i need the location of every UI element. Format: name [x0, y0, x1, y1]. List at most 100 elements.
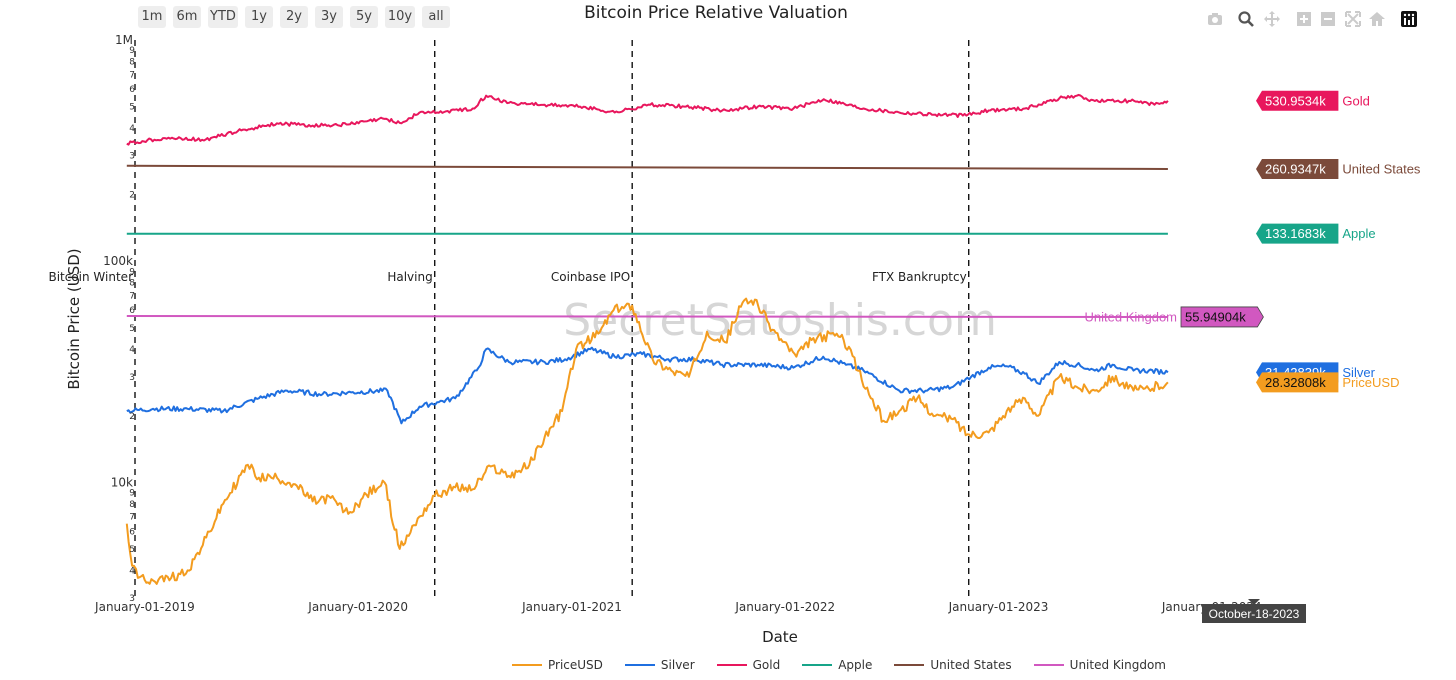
- end-label-name-apple: Apple: [1342, 226, 1375, 241]
- legend: PriceUSD Silver Gold Apple United States Unit…: [512, 656, 1166, 674]
- annotation-label-halving: Halving: [387, 270, 432, 284]
- y-tick-minor: 8: [129, 279, 135, 289]
- end-label-name-united-kingdom: United Kingdom: [1085, 309, 1178, 324]
- y-tick-minor: 6: [129, 527, 135, 537]
- legend-swatch: [716, 664, 747, 666]
- series-line-priceusd: [125, 297, 1169, 585]
- end-label-value-united-states: 260.9347k: [1265, 162, 1326, 177]
- y-tick-minor: 2: [129, 191, 135, 201]
- end-label-box-united-states: [1256, 159, 1339, 180]
- y-tick-minor: 3: [129, 594, 135, 604]
- y-tick-minor: 4: [129, 566, 135, 576]
- annotation-lines: [134, 40, 970, 598]
- hover-label: October-18-2023: [1202, 599, 1306, 623]
- y-tick-minor: 6: [129, 85, 135, 95]
- legend-swatch: [624, 664, 655, 666]
- range-button-6m[interactable]: 6m: [173, 6, 201, 28]
- legend-item-gold[interactable]: Gold: [716, 656, 780, 674]
- legend-label: United States: [930, 658, 1012, 672]
- legend-item-priceusd[interactable]: PriceUSD: [512, 656, 603, 674]
- range-button-2y[interactable]: 2y: [280, 6, 308, 28]
- y-tick-minor: 5: [129, 545, 135, 555]
- range-button-3y[interactable]: 3y: [315, 6, 343, 28]
- range-button-all[interactable]: all: [422, 6, 450, 28]
- y-tick-minor: 4: [129, 345, 135, 355]
- y-tick-major: 100k: [103, 254, 133, 268]
- plotly-logo-icon[interactable]: [1400, 10, 1418, 28]
- hover-date: October-18-2023: [1209, 607, 1300, 621]
- series-line-silver: [126, 346, 1169, 425]
- y-tick-minor: 9: [129, 46, 135, 56]
- end-label-box-priceusd: [1256, 372, 1339, 393]
- end-label-box-gold: [1256, 90, 1339, 111]
- pan-icon[interactable]: [1263, 10, 1281, 28]
- legend-swatch: [802, 664, 833, 666]
- end-label-box-united-kingdom: [1180, 306, 1264, 328]
- end-label-name-united-states: United States: [1342, 162, 1421, 177]
- legend-item-united-states[interactable]: United States: [894, 656, 1012, 674]
- y-tick-minor: 4: [129, 124, 135, 134]
- y-tick-minor: 2: [129, 412, 135, 422]
- y-tick-minor: 9: [129, 488, 135, 498]
- legend-label: Silver: [660, 658, 695, 672]
- zoom-icon[interactable]: [1237, 10, 1255, 28]
- legend-swatch: [1033, 664, 1064, 666]
- end-label-name-priceusd: PriceUSD: [1342, 375, 1399, 390]
- annotation-labels: Bitcoin Winter Halving Coinbase IPO FTX Ban…: [48, 270, 966, 284]
- watermark: SecretSatoshis.com: [563, 295, 997, 346]
- range-button-10y[interactable]: 10y: [385, 6, 415, 28]
- legend-item-united-kingdom[interactable]: United Kingdom: [1033, 656, 1166, 674]
- end-label-name-silver: Silver: [1342, 365, 1375, 380]
- y-tick-minor: 9: [129, 267, 135, 277]
- camera-icon[interactable]: [1206, 10, 1224, 28]
- end-label-value-united-kingdom: 55.94904k: [1185, 309, 1246, 324]
- legend-swatch: [512, 664, 542, 666]
- y-tick-minor: 7: [129, 70, 135, 80]
- y-tick-minor: 3: [129, 373, 135, 383]
- legend-item-apple[interactable]: Apple: [802, 656, 872, 674]
- range-button-1y[interactable]: 1y: [245, 6, 273, 28]
- end-label-value-gold: 530.9534k: [1265, 93, 1326, 108]
- x-tick-label: January-01-2019: [94, 600, 195, 614]
- y-tick-minor: 8: [129, 57, 135, 67]
- legend-item-silver[interactable]: Silver: [624, 656, 695, 674]
- y-tick-minor: 5: [129, 103, 135, 113]
- y-tick-minor: 7: [129, 513, 135, 523]
- y-tick-major: 1M: [115, 33, 133, 47]
- end-label-name-gold: Gold: [1342, 93, 1369, 108]
- x-axis-title: Date: [762, 628, 798, 646]
- range-button-5y[interactable]: 5y: [350, 6, 378, 28]
- series-line-united-kingdom: [126, 315, 1168, 318]
- chart-title: Bitcoin Price Relative Valuation: [584, 3, 848, 23]
- legend-label: United Kingdom: [1069, 658, 1166, 672]
- end-label-value-apple: 133.1683k: [1265, 226, 1326, 241]
- zoom-in-icon[interactable]: [1295, 10, 1313, 28]
- range-button-ytd[interactable]: YTD: [208, 6, 238, 28]
- x-tick-label: January-01-2023: [948, 600, 1049, 614]
- x-tick-label: January-01-2022: [734, 600, 835, 614]
- y-axis-title: Bitcoin Price (USD): [65, 248, 83, 390]
- y-tick-minor: 5: [129, 324, 135, 334]
- autoscale-icon[interactable]: [1344, 10, 1362, 28]
- x-axis-ticks: January-01-2019 January-01-2020 January-01…: [94, 600, 1262, 614]
- annotation-label-coinbase-ipo: Coinbase IPO: [551, 270, 630, 284]
- annotation-label-ftx-bankruptcy: FTX Bankruptcy: [872, 270, 967, 284]
- end-label-value-priceusd: 28.32808k: [1265, 375, 1326, 390]
- series-line-gold: [126, 93, 1169, 146]
- zoom-out-icon[interactable]: [1319, 10, 1337, 28]
- series-lines: [125, 93, 1169, 585]
- range-button-1m[interactable]: 1m: [138, 6, 166, 28]
- x-tick-label: January-01-2021: [521, 600, 622, 614]
- legend-label: PriceUSD: [548, 658, 603, 672]
- y-tick-minor: 6: [129, 306, 135, 316]
- x-tick-label: January-01-2020: [307, 600, 408, 614]
- home-icon[interactable]: [1368, 10, 1386, 28]
- y-tick-minor: 8: [129, 500, 135, 510]
- end-label-box-apple: [1256, 223, 1339, 244]
- series-line-united-states: [126, 164, 1168, 170]
- legend-label: Apple: [838, 658, 873, 672]
- end-labels: 530.9534k Gold 260.9347k United States 133.1…: [1085, 90, 1421, 393]
- y-tick-major: 10k: [111, 475, 133, 489]
